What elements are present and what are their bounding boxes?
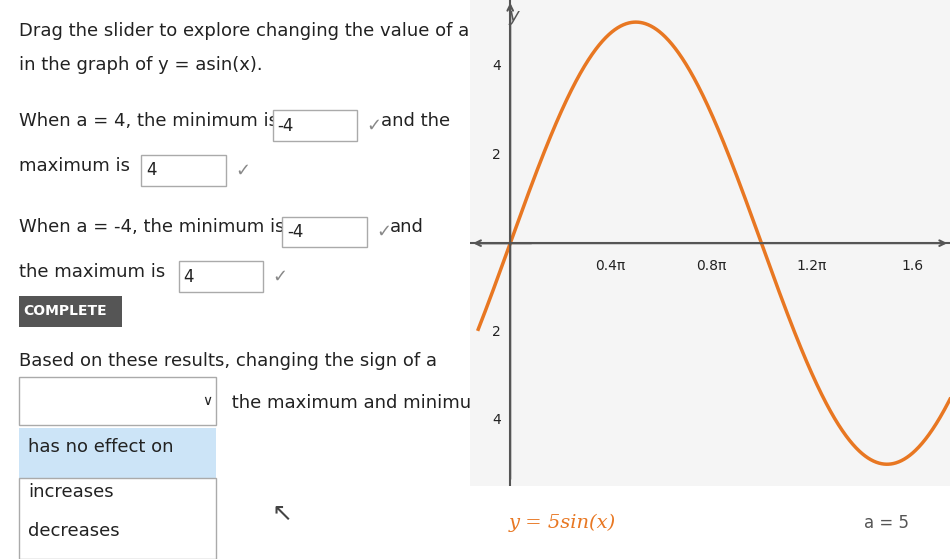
Text: -4: -4 <box>287 223 303 241</box>
Text: -4: -4 <box>277 117 294 135</box>
Text: ✓: ✓ <box>367 117 382 135</box>
Text: maximum is: maximum is <box>19 157 130 174</box>
Text: and the: and the <box>381 112 450 130</box>
Text: 4: 4 <box>183 268 194 286</box>
Text: y = 5sin(x): y = 5sin(x) <box>508 514 616 532</box>
Text: a = 5: a = 5 <box>864 514 908 532</box>
Text: the maximum and minimum: the maximum and minimum <box>226 394 488 412</box>
Text: ✓: ✓ <box>273 268 288 286</box>
FancyBboxPatch shape <box>273 110 357 141</box>
Text: 0.8π: 0.8π <box>696 259 727 273</box>
Text: ∨: ∨ <box>201 394 212 409</box>
Text: increases: increases <box>28 483 114 501</box>
Text: decreases: decreases <box>28 522 120 540</box>
Text: 1.2π: 1.2π <box>796 259 826 273</box>
Text: in the graph of y = asin(x).: in the graph of y = asin(x). <box>19 56 262 74</box>
Text: 4: 4 <box>492 413 501 427</box>
FancyBboxPatch shape <box>19 428 217 478</box>
Text: Based on these results, changing the sign of a: Based on these results, changing the sig… <box>19 352 437 370</box>
Text: the maximum is: the maximum is <box>19 263 165 281</box>
Text: 1.6: 1.6 <box>902 259 923 273</box>
FancyBboxPatch shape <box>141 155 226 186</box>
Text: 2: 2 <box>492 325 501 339</box>
FancyBboxPatch shape <box>19 296 123 327</box>
Text: 4: 4 <box>492 59 501 73</box>
Text: COMPLETE: COMPLETE <box>24 304 107 319</box>
Text: has no effect on: has no effect on <box>28 438 174 456</box>
Text: When a = 4, the minimum is: When a = 4, the minimum is <box>19 112 277 130</box>
FancyBboxPatch shape <box>282 216 367 247</box>
Text: 4: 4 <box>145 162 157 179</box>
Text: Drag the slider to explore changing the value of a: Drag the slider to explore changing the … <box>19 22 469 40</box>
Text: ✓: ✓ <box>376 223 391 241</box>
Text: and: and <box>390 218 425 236</box>
Text: ↖: ↖ <box>272 503 293 526</box>
Text: 0.4π: 0.4π <box>596 259 626 273</box>
FancyBboxPatch shape <box>19 478 217 559</box>
Text: ✓: ✓ <box>236 162 250 179</box>
Text: h of y = asin(x).: h of y = asin(x). <box>19 430 163 448</box>
Text: y: y <box>509 7 520 25</box>
FancyBboxPatch shape <box>179 262 263 292</box>
Text: When a = -4, the minimum is: When a = -4, the minimum is <box>19 218 284 236</box>
FancyBboxPatch shape <box>19 377 217 425</box>
Text: 2: 2 <box>492 148 501 162</box>
